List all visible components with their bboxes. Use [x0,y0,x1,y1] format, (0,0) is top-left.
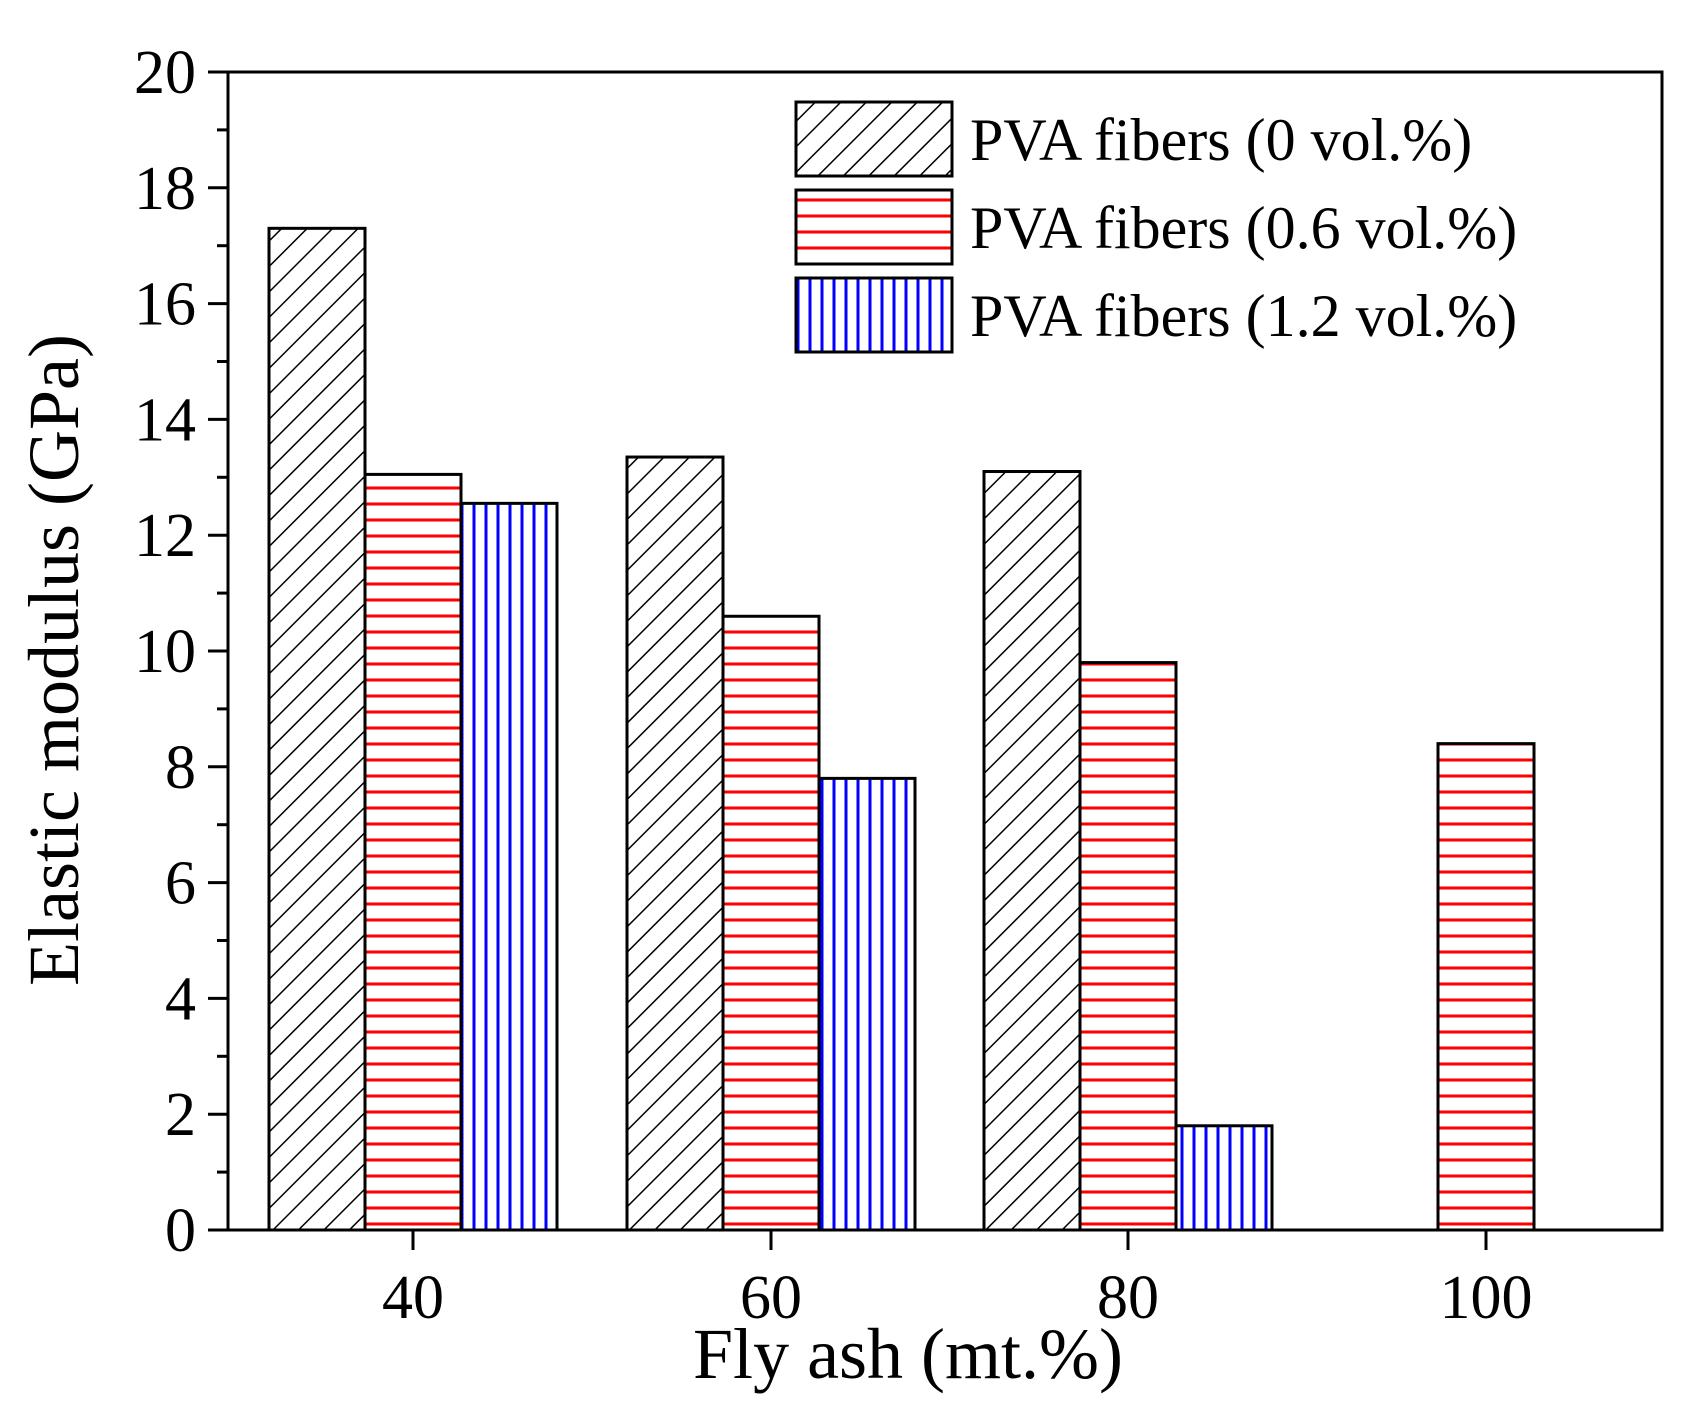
bar-60-series-1 [625,455,725,1232]
legend: PVA fibers (0 vol.%) PVA fibers (0.6 vol.… [794,100,1517,354]
bar-80-series-3 [1174,1124,1274,1232]
y-tick-label: 6 [165,850,196,918]
y-tick-label: 2 [165,1081,196,1149]
legend-label-series-3: PVA fibers (1.2 vol.%) [970,283,1517,349]
bar-80-series-2 [1078,661,1178,1232]
axes-layer: 0 2 4 6 8 10 12 14 16 18 20 40 60 80 100 [134,39,1664,1332]
y-tick-label: 14 [134,386,196,454]
legend-swatch-series-1 [794,100,954,178]
legend-swatch-series-2 [794,188,954,266]
bar-100-series-2 [1436,742,1536,1232]
y-tick-label: 10 [134,618,196,686]
bar-80-series-1 [982,470,1082,1232]
bar-40-series-3 [459,501,559,1232]
y-tick-label: 12 [134,502,196,570]
bars-layer [267,226,1536,1232]
x-tick-label: 100 [1440,1264,1533,1332]
legend-label-series-2: PVA fibers (0.6 vol.%) [970,195,1517,261]
legend-label-series-1: PVA fibers (0 vol.%) [970,107,1472,173]
y-tick-label: 0 [165,1197,196,1265]
y-tick-label: 4 [165,965,196,1033]
legend-swatch-series-3 [794,276,954,354]
x-tick-label: 60 [740,1264,802,1332]
x-tick-label: 40 [382,1264,444,1332]
y-tick-label: 16 [134,271,196,339]
y-tick-label: 8 [165,734,196,802]
bar-40-series-2 [363,472,463,1232]
bar-40-series-1 [267,226,367,1232]
x-tick-label: 80 [1097,1264,1159,1332]
x-axis-label: Fly ash (mt.%) [693,1314,1123,1394]
bar-60-series-2 [721,614,821,1232]
y-tick-label: 18 [134,155,196,223]
y-axis-label: Elastic modulus (GPa) [14,334,94,986]
bar-60-series-3 [817,776,917,1232]
y-tick-label: 20 [134,39,196,107]
